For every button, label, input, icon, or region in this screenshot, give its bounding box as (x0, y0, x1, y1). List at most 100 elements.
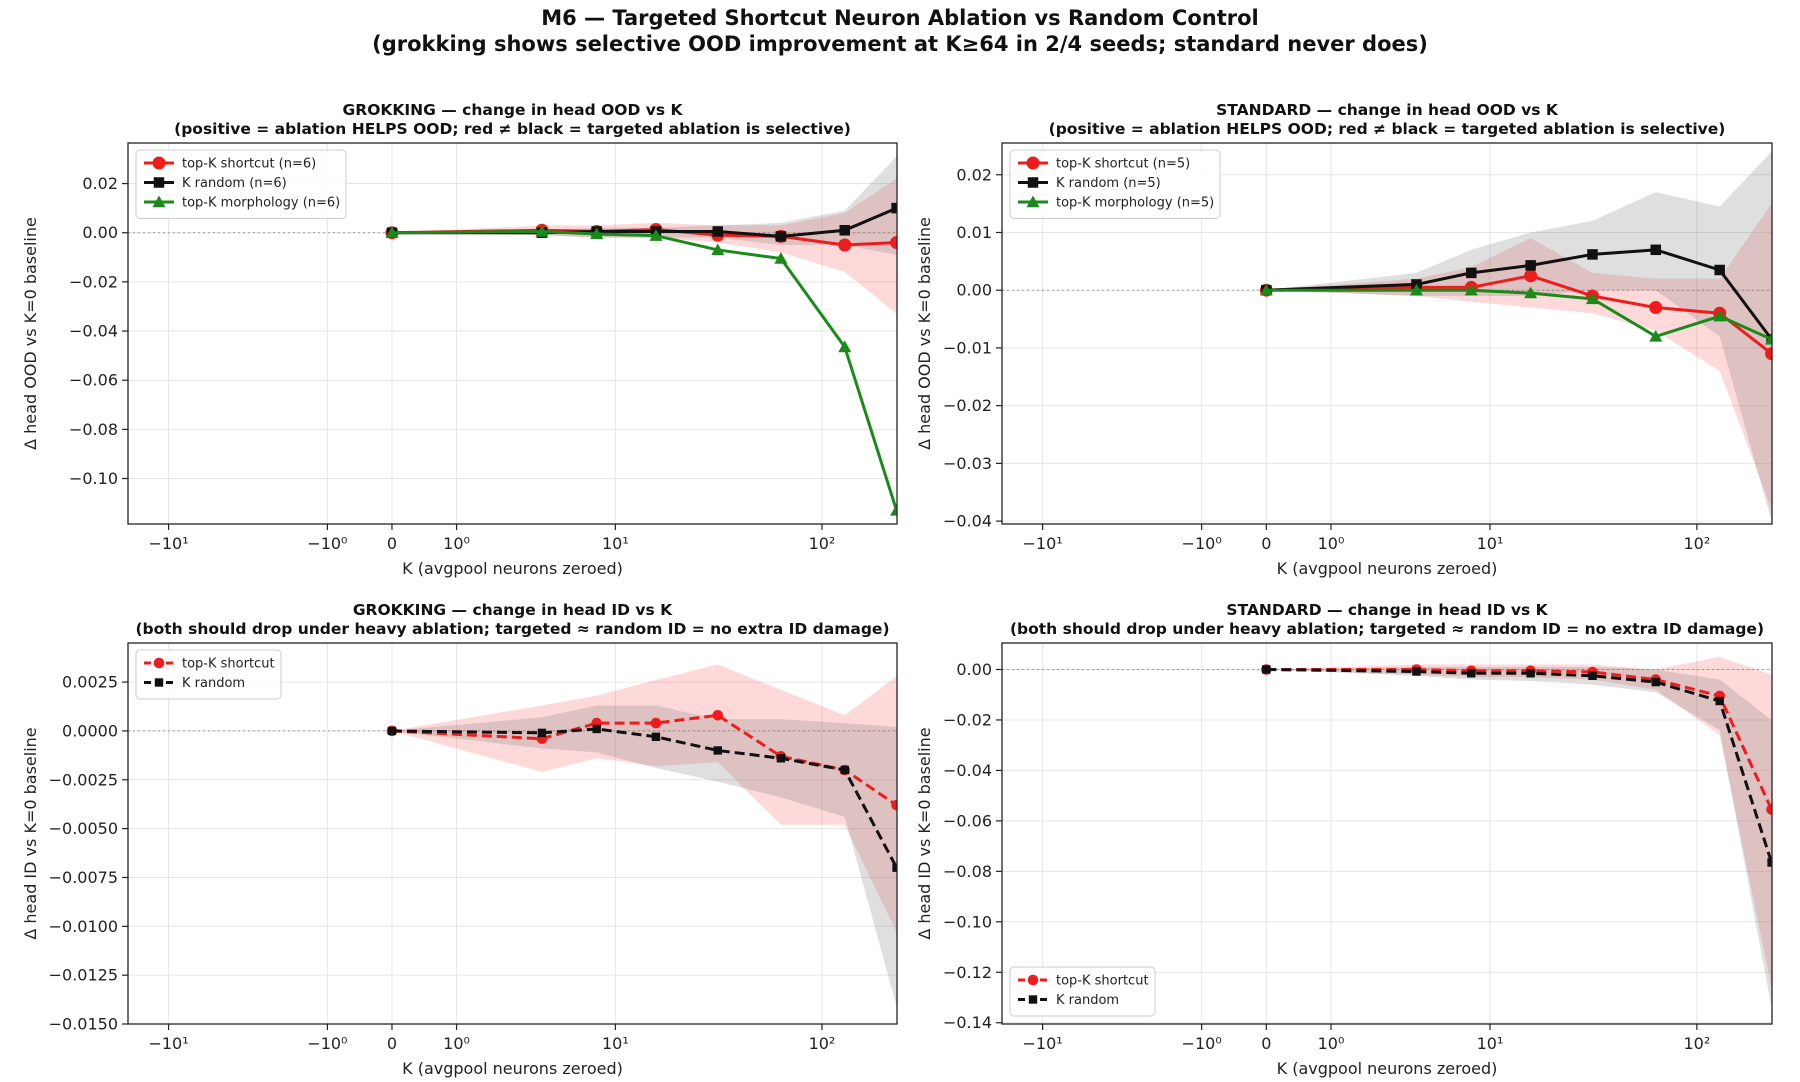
data-point-random (1651, 677, 1660, 687)
legend-label-shortcut: top-K shortcut (182, 657, 275, 672)
band-shortcut (1266, 203, 1772, 510)
x-tick-label: −10⁰ (1182, 534, 1222, 553)
data-point-random (775, 231, 787, 242)
band-shortcut (1266, 656, 1772, 988)
x-tick-label: 10⁰ (443, 534, 470, 553)
series-line-random (391, 727, 897, 869)
legend-label-morphology: top-K morphology (n=6) (182, 196, 340, 211)
y-tick-label: −0.04 (943, 512, 992, 531)
x-tick-label: 10¹ (1477, 534, 1504, 553)
y-tick-label: 0.00 (82, 223, 118, 242)
legend-label-random: K random (1056, 993, 1119, 1008)
y-axis-label: Δ head ID vs K=0 baseline (21, 727, 40, 939)
panel-subtitle: (both should drop under heavy ablation; … (1010, 620, 1764, 638)
series-line-shortcut (1266, 274, 1772, 355)
data-point-random (1525, 260, 1536, 271)
data-point-random (776, 754, 786, 763)
x-tick-label: 10⁰ (1318, 1034, 1345, 1053)
x-tick-label: 10⁰ (1318, 534, 1345, 553)
legend-label-random: K random (n=6) (182, 176, 287, 191)
x-tick-label: 10⁰ (443, 1034, 470, 1053)
x-tick-label: 10² (809, 534, 836, 553)
data-point-morphology (1649, 329, 1663, 342)
axes-frame (1001, 142, 1773, 525)
legend: top-K shortcut (n=6) K random (n=6) top-K … (135, 149, 347, 219)
figure-subtitle: (grokking shows selective OOD improvemen… (372, 32, 1428, 56)
data-point-morphology (590, 227, 604, 240)
legend-marker-morphology (1026, 195, 1040, 208)
y-tick-label: 0.01 (956, 223, 992, 242)
x-tick-label: 10² (1683, 534, 1710, 553)
data-point-random (1588, 671, 1597, 681)
panel-subtitle: (positive = ablation HELPS OOD; red ≠ bl… (174, 120, 851, 138)
data-point-morphology (385, 226, 399, 238)
legend-marker-random (1027, 177, 1039, 188)
x-tick-label: −10⁰ (1182, 1034, 1222, 1053)
data-point-random (1526, 669, 1535, 678)
axes-frame (127, 142, 898, 525)
axes-frame (1001, 642, 1773, 1025)
data-point-random (1767, 858, 1772, 867)
data-point-morphology (890, 503, 897, 516)
series-line-shortcut (1266, 667, 1772, 811)
x-axis-label: K (avgpool neurons zeroed) (402, 1059, 623, 1078)
data-point-random (840, 765, 849, 775)
data-point-random (839, 225, 851, 236)
data-point-morphology (1586, 292, 1600, 305)
data-point-shortcut (712, 709, 724, 721)
data-point-random (1412, 667, 1421, 676)
data-point-random (387, 726, 397, 736)
x-tick-label: −10¹ (148, 1034, 188, 1053)
x-tick-label: −10⁰ (307, 1034, 347, 1053)
legend-marker-shortcut (1027, 974, 1039, 986)
y-tick-label: −0.04 (943, 761, 992, 780)
legend-marker-shortcut (1026, 156, 1040, 170)
legend-marker-shortcut (152, 156, 166, 170)
data-point-random (1467, 669, 1476, 678)
data-point-morphology (1713, 309, 1727, 322)
y-tick-label: −0.02 (943, 710, 992, 729)
legend-label-random: K random (n=5) (1056, 176, 1161, 191)
x-tick-label: −10⁰ (307, 534, 347, 553)
y-tick-label: −0.0025 (49, 770, 118, 789)
y-tick-label: −0.02 (69, 272, 118, 291)
axes-frame (127, 642, 898, 1025)
y-tick-label: −0.14 (943, 1013, 992, 1032)
panel-title: STANDARD — change in head OOD vs K (1216, 101, 1559, 119)
data-point-random (592, 724, 601, 734)
y-tick-label: −0.0050 (49, 819, 118, 838)
data-point-morphology (838, 340, 852, 353)
y-tick-label: −0.08 (69, 420, 118, 439)
x-tick-label: 10² (1683, 1034, 1710, 1053)
y-tick-label: −0.0075 (49, 868, 118, 887)
y-tick-label: 0.0025 (62, 673, 118, 692)
data-point-random (1715, 696, 1724, 706)
legend: top-K shortcut K random (135, 649, 282, 700)
legend-marker-morphology (152, 195, 166, 208)
series-line-shortcut (391, 713, 897, 807)
data-point-random (1714, 264, 1725, 276)
legend-marker-random (153, 177, 165, 188)
x-tick-label: 0 (387, 1034, 397, 1053)
panel-title: GROKKING — change in head OOD vs K (343, 101, 684, 119)
data-point-random (537, 728, 547, 738)
plot-area (1261, 656, 1772, 1008)
y-tick-label: −0.06 (69, 371, 118, 390)
data-point-random (892, 863, 897, 872)
data-point-morphology (535, 224, 549, 237)
y-tick-label: 0.00 (956, 281, 992, 300)
data-point-shortcut (1524, 269, 1538, 283)
x-tick-label: −10¹ (148, 534, 188, 553)
x-tick-label: 0 (387, 534, 397, 553)
y-tick-label: −0.0150 (49, 1015, 118, 1034)
panel-standard-id: STANDARD — change in head ID vs K(both s… (915, 601, 1773, 1078)
y-tick-label: 0.02 (82, 174, 118, 193)
y-tick-label: −0.06 (943, 811, 992, 830)
legend-marker-shortcut (153, 657, 165, 669)
data-point-random (1466, 267, 1477, 279)
band-random (391, 156, 897, 255)
panel-title: GROKKING — change in head ID vs K (353, 601, 673, 619)
x-tick-label: 10¹ (1477, 1034, 1504, 1053)
plot-area (385, 156, 897, 516)
